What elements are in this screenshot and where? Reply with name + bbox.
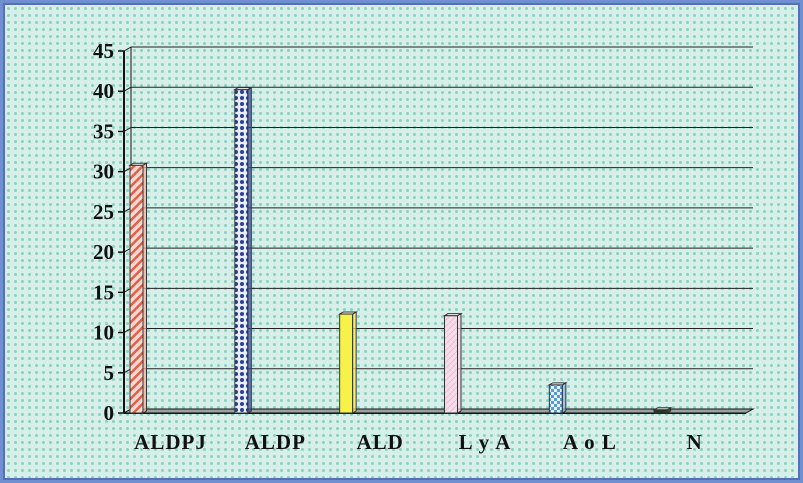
x-axis-category-labels: ALDPJ ALDP ALD L y A A o L N	[134, 430, 703, 454]
axes	[118, 47, 755, 414]
bar-front	[444, 315, 458, 414]
y-axis-tick-labels: 0 5 10 15 20 25 30 35 40 45	[93, 39, 114, 425]
bar-top	[442, 313, 463, 317]
y-tick-label: 20	[93, 240, 114, 264]
x-category-label: L y A	[459, 430, 512, 454]
y-tick-label: 30	[93, 160, 114, 184]
bar-front	[339, 313, 354, 414]
y-tick-label: 40	[93, 79, 114, 103]
bar-top	[232, 87, 254, 91]
bar-side	[142, 162, 147, 414]
bar-top	[337, 311, 359, 315]
x-category-label: A o L	[563, 430, 617, 454]
y-tick-label: 0	[104, 401, 115, 425]
bar-side	[561, 381, 567, 414]
bar-side	[457, 312, 462, 414]
bar	[232, 86, 254, 414]
y-tick-label: 10	[93, 321, 114, 345]
x-category-label: ALDPJ	[134, 430, 207, 454]
bar-chart: 0 5 10 15 20 25 30 35 40 45 ALDPJ ALDP ALD L y A A o …	[93, 39, 755, 454]
gridline-depth	[123, 46, 132, 52]
bar	[442, 312, 463, 414]
y-tick-label: 25	[93, 200, 114, 224]
x-category-label: ALD	[356, 430, 403, 454]
bar-top	[652, 407, 673, 411]
bar	[547, 381, 568, 414]
bar	[128, 162, 149, 414]
gridline-depth	[123, 86, 132, 92]
bar	[652, 406, 673, 414]
y-tick-label: 15	[93, 280, 114, 304]
y-tick-label: 5	[104, 361, 115, 385]
gridline-depth	[123, 127, 132, 132]
x-category-label: ALDP	[245, 430, 306, 454]
bars	[128, 86, 673, 414]
bar-front	[129, 164, 144, 414]
x-category-label: N	[687, 430, 703, 454]
chart-floor	[122, 408, 755, 414]
bar-side	[352, 311, 357, 414]
grid-lines	[123, 46, 753, 414]
y-tick-label: 35	[93, 119, 114, 143]
chart-frame: 0 5 10 15 20 25 30 35 40 45 ALDPJ ALDP ALD L y A A o …	[3, 3, 800, 480]
bar	[337, 311, 359, 414]
bar-side	[247, 86, 252, 414]
bar-top	[547, 382, 568, 386]
y-tick-label: 45	[93, 39, 114, 63]
bar-front	[548, 384, 563, 414]
bar-front	[234, 89, 249, 414]
bar-top	[128, 162, 149, 166]
